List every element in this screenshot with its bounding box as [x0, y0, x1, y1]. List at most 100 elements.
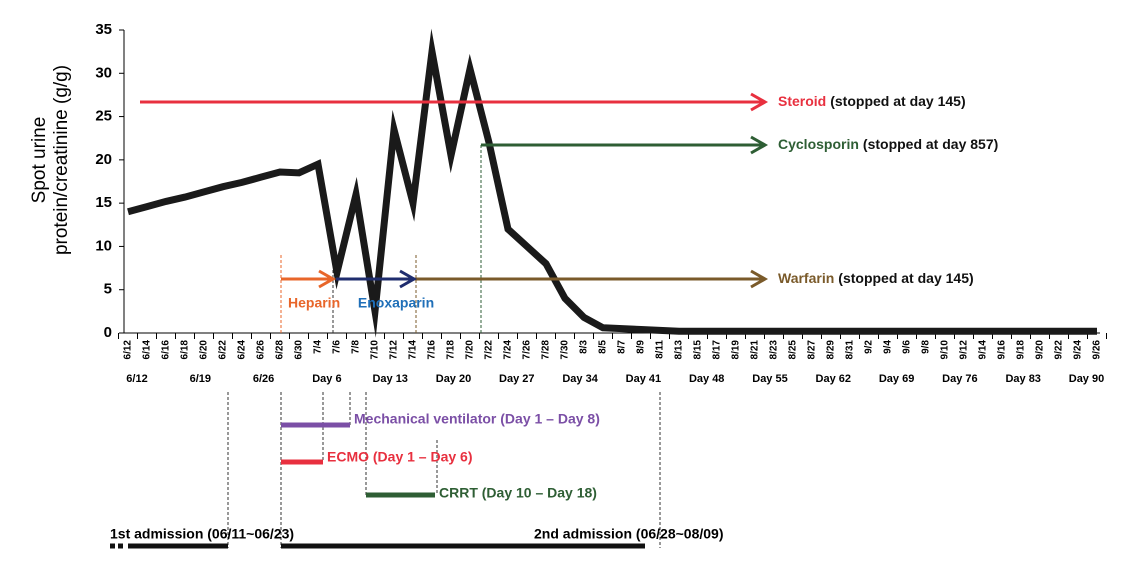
week-label: Day 62	[816, 373, 851, 385]
x-tick-label: 7/12	[389, 340, 400, 360]
x-tick-label: 7/26	[522, 340, 533, 360]
x-tick-label: 6/30	[294, 340, 305, 360]
week-label: Day 55	[752, 373, 787, 385]
x-tick-label: 7/10	[370, 340, 381, 360]
x-tick-label: 7/6	[332, 340, 343, 354]
medication-note: (stopped at day 145)	[838, 270, 973, 286]
week-label: 6/12	[126, 373, 147, 385]
x-tick-label: 8/21	[750, 340, 761, 360]
x-tick-label: 7/4	[313, 340, 324, 354]
admission-label: 2nd admission (06/28~08/09)	[534, 526, 723, 542]
x-tick-label: 7/22	[484, 340, 495, 360]
x-tick-label: 6/18	[180, 340, 191, 360]
support-label: Mechanical ventilator (Day 1 – Day 8)	[354, 411, 600, 427]
x-tick-label: 9/6	[902, 340, 913, 354]
x-tick-label: 8/3	[579, 340, 590, 354]
x-tick-label: 7/14	[408, 340, 419, 360]
y-tick-label: 35	[95, 21, 112, 38]
medication-note: (stopped at day 857)	[863, 136, 998, 152]
x-tick-label: 6/20	[199, 340, 210, 360]
week-label: Day 83	[1005, 373, 1040, 385]
x-tick-label: 9/16	[997, 340, 1008, 360]
x-tick-label: 6/22	[218, 340, 229, 360]
arrow-head	[750, 135, 769, 155]
admission-label: 1st admission (06/11~06/23)	[110, 526, 294, 542]
medication-name: Warfarin	[778, 270, 834, 286]
x-tick-label: 9/26	[1092, 340, 1103, 360]
x-tick-label: 8/9	[636, 340, 647, 354]
week-label: 6/19	[190, 373, 211, 385]
x-tick-label: 7/8	[351, 340, 362, 354]
x-tick-label: 7/18	[446, 340, 457, 360]
x-tick-label: 6/28	[275, 340, 286, 360]
y-axis-title: protein/creatinine (g/g)	[51, 65, 72, 255]
x-tick-label: 8/17	[712, 340, 723, 360]
x-tick-label: 8/19	[731, 340, 742, 360]
y-tick-label: 25	[95, 108, 112, 125]
x-tick-label: 6/12	[123, 340, 134, 360]
week-label: Day 76	[942, 373, 977, 385]
x-tick-label: 7/28	[541, 340, 552, 360]
arrow-head	[750, 269, 769, 289]
week-label: Day 6	[312, 373, 341, 385]
week-label: Day 20	[436, 373, 471, 385]
medication-name: Heparin	[288, 295, 340, 311]
x-tick-label: 7/20	[465, 340, 476, 360]
y-tick-label: 30	[95, 64, 112, 81]
week-label: 6/26	[253, 373, 274, 385]
medication-name: Cyclosporin	[778, 136, 859, 152]
week-label: Day 41	[626, 373, 661, 385]
x-tick-label: 7/30	[560, 340, 571, 360]
arrow-head	[750, 92, 769, 112]
medication-name: Steroid	[778, 93, 826, 109]
x-tick-label: 7/16	[427, 340, 438, 360]
data-line	[127, 28, 1097, 338]
week-label: Day 13	[372, 373, 407, 385]
x-tick-label: 6/24	[237, 340, 248, 360]
medication-label: Warfarin (stopped at day 145)	[778, 270, 974, 286]
x-tick-label: 6/14	[142, 340, 153, 360]
x-tick-label: 9/18	[1016, 340, 1027, 360]
x-tick-label: 8/25	[788, 340, 799, 360]
y-axis-title: Spot urine	[29, 117, 50, 204]
x-tick-label: 8/29	[826, 340, 837, 360]
arrow-head	[399, 269, 418, 289]
x-tick-label: 9/14	[978, 340, 989, 360]
x-tick-label: 8/5	[598, 340, 609, 354]
week-label: Day 90	[1069, 373, 1104, 385]
x-tick-label: 9/2	[864, 340, 875, 354]
x-tick-label: 8/13	[674, 340, 685, 360]
x-tick-label: 9/8	[921, 340, 932, 354]
week-label: Day 27	[499, 373, 534, 385]
y-tick-label: 0	[104, 324, 112, 341]
x-tick-label: 9/12	[959, 340, 970, 360]
x-tick-label: 8/27	[807, 340, 818, 360]
support-label: CRRT (Day 10 – Day 18)	[439, 485, 597, 501]
x-tick-label: 8/11	[655, 340, 666, 359]
x-tick-label: 9/24	[1073, 340, 1084, 360]
x-tick-label: 8/15	[693, 340, 704, 360]
x-tick-label: 9/22	[1054, 340, 1065, 360]
week-label: Day 69	[879, 373, 914, 385]
arrow-head	[318, 269, 337, 289]
medication-label: Cyclosporin (stopped at day 857)	[778, 136, 998, 152]
medication-label: Steroid (stopped at day 145)	[778, 93, 966, 109]
x-tick-label: 6/26	[256, 340, 267, 360]
medication-name: Enoxaparin	[358, 295, 434, 311]
week-label: Day 34	[562, 373, 598, 385]
x-tick-label: 8/31	[845, 340, 856, 360]
x-tick-label: 9/4	[883, 340, 894, 354]
x-tick-label: 9/20	[1035, 340, 1046, 360]
week-label: Day 48	[689, 373, 724, 385]
support-label: ECMO (Day 1 – Day 6)	[327, 449, 473, 465]
y-tick-label: 20	[95, 151, 112, 168]
medication-note: (stopped at day 145)	[830, 93, 965, 109]
y-tick-label: 15	[95, 194, 112, 211]
x-tick-label: 9/10	[940, 340, 951, 360]
x-tick-label: 6/16	[161, 340, 172, 360]
x-tick-label: 8/23	[769, 340, 780, 360]
x-tick-label: 8/7	[617, 340, 628, 354]
x-tick-label: 7/24	[503, 340, 514, 360]
y-tick-label: 10	[95, 237, 112, 254]
